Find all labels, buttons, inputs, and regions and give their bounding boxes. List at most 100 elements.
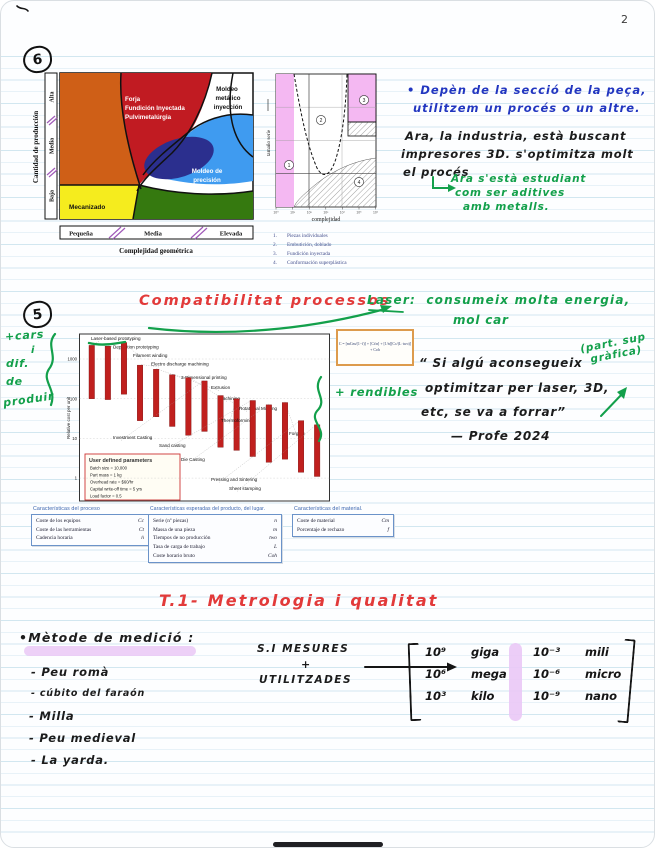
params-lines: Batch size = 10,000 Part mass = 1 kg Ove… bbox=[90, 466, 142, 499]
svg-text:2: 2 bbox=[320, 118, 323, 124]
svg-text:3.: 3. bbox=[273, 251, 277, 257]
zone-hatch-strip bbox=[347, 121, 377, 137]
moldeo-precision-label: Moldeo de precisión bbox=[192, 168, 223, 184]
forja-label: Forja Fundición Inyectada Pulvimetalúrgi… bbox=[125, 96, 185, 121]
axis-break-marks bbox=[46, 115, 58, 178]
svg-text:Overhead rate = $60/hr: Overhead rate = $60/hr bbox=[90, 480, 134, 485]
quote-line1: “ Si algú aconsegueix bbox=[419, 356, 583, 370]
note-laser-line2: mol car bbox=[453, 313, 509, 327]
svg-text:metálico: metálico bbox=[215, 95, 240, 102]
si-row: 10⁶ mega 10⁻⁶ micro bbox=[425, 667, 622, 681]
x-tick-elevada: Elevada bbox=[220, 231, 243, 238]
laser-word: Laser: bbox=[367, 293, 416, 307]
note-green3d-line2: com ser aditives bbox=[455, 187, 566, 199]
x-axis-break-marks bbox=[108, 226, 208, 240]
svg-text:1: 1 bbox=[288, 163, 291, 169]
y-tick-label: 1 bbox=[75, 476, 78, 481]
process-label: Electro discharge machining bbox=[151, 362, 209, 367]
table-producto-title: Características esperadas del producto, … bbox=[150, 506, 266, 512]
note-blue-line1: • Depèn de la secció de la peça, bbox=[407, 83, 647, 97]
x-axis-title: complejidad bbox=[312, 217, 341, 223]
cost-bar bbox=[281, 402, 288, 460]
process-label: Laser-based prototyping bbox=[91, 336, 141, 341]
x-axis-title: Complejidad geométrica bbox=[119, 247, 193, 255]
table-row: Tiempos de no producción two bbox=[153, 535, 277, 542]
y-tick-alta: Alta bbox=[50, 92, 56, 103]
process-label: Sand casting bbox=[159, 443, 186, 448]
cost-bar bbox=[249, 400, 256, 457]
margin-dif: dif. bbox=[6, 357, 30, 370]
mecanizado-label: Mecanizado bbox=[69, 204, 105, 211]
process-label: Rotational Molding bbox=[239, 406, 277, 411]
note-ara-line3: el procés bbox=[403, 165, 470, 179]
y-tick-media: Media bbox=[50, 138, 56, 154]
region-forja bbox=[120, 73, 212, 185]
quote-line3: etc, se va a forrar” bbox=[421, 405, 566, 419]
margin-i: i bbox=[31, 345, 36, 356]
moldeo-metalico-label: Moldeo metálico inyección bbox=[214, 86, 243, 111]
heading-compatibilitat: Compatibilitat processos bbox=[139, 293, 391, 309]
page-number: 2 bbox=[621, 13, 628, 26]
params-box bbox=[84, 453, 181, 501]
note-ara-line2: impresores 3D. s'optimitza molt bbox=[401, 147, 634, 161]
svg-text:4.: 4. bbox=[273, 260, 277, 266]
table-row: Coste de las herramientas Ct bbox=[36, 526, 144, 533]
metode-heading: •Mètode de medició : bbox=[19, 630, 195, 645]
svg-text:2.: 2. bbox=[273, 242, 277, 248]
svg-text:10²: 10² bbox=[307, 211, 313, 215]
svg-text:Part mass = 1 kg: Part mass = 1 kg bbox=[90, 473, 122, 478]
svg-text:inyección: inyección bbox=[214, 104, 243, 111]
svg-text:Fundición Inyectada: Fundición Inyectada bbox=[125, 105, 185, 112]
cost-bar bbox=[265, 404, 272, 463]
svg-text:10⁵: 10⁵ bbox=[356, 211, 362, 215]
up-arrow-shaft bbox=[600, 392, 624, 417]
process-label: Sheet stamping bbox=[229, 486, 261, 491]
cost-formula-box: C = [mCm/(1−f)] + [Ct/n] + [1/ṅ][Cc/(L·t… bbox=[336, 329, 414, 366]
si-line2: + bbox=[301, 658, 312, 671]
table-row: Coste horario bruto Coh bbox=[153, 552, 277, 559]
svg-text:Pulvimetalúrgia: Pulvimetalúrgia bbox=[125, 114, 172, 121]
bracket-left bbox=[407, 642, 422, 722]
svg-text:4: 4 bbox=[358, 180, 361, 186]
label-leader bbox=[166, 399, 253, 449]
cost-bar bbox=[233, 398, 240, 451]
cost-bar bbox=[298, 420, 305, 473]
y-tick-label: 1000 bbox=[67, 357, 77, 362]
svg-text:Piezas individuales: Piezas individuales bbox=[287, 233, 328, 239]
svg-text:Embutición, doblado: Embutición, doblado bbox=[287, 242, 332, 248]
process-label: Thermoforming bbox=[221, 418, 253, 423]
svg-text:precisión: precisión bbox=[193, 177, 221, 184]
cost-bar bbox=[217, 395, 224, 448]
label-leader bbox=[172, 373, 220, 391]
title-metrologia: T.1- Metrologia i qualitat bbox=[159, 591, 439, 610]
svg-text:10⁴: 10⁴ bbox=[340, 211, 346, 215]
quote-line2: optimitzar per laser, 3D, bbox=[425, 381, 610, 395]
table-proceso: Características del proceso Coste de los… bbox=[31, 506, 149, 546]
laser-rest: consumeix molta energia, bbox=[426, 293, 631, 307]
quote-attribution: — Profe 2024 bbox=[451, 429, 551, 443]
label-leader bbox=[218, 419, 302, 483]
svg-text:10⁶: 10⁶ bbox=[373, 211, 379, 215]
table-row: Serie (nº piezas) n bbox=[153, 518, 277, 524]
purple-stripe bbox=[509, 643, 522, 721]
section-marker-5: 5 bbox=[21, 299, 54, 330]
params-title: User defined parameters bbox=[89, 458, 152, 464]
svg-text:Conformación superplástica: Conformación superplástica bbox=[287, 259, 347, 266]
process-label: Pressing and Sintering bbox=[211, 477, 258, 482]
y-tick-label: 10 bbox=[72, 436, 77, 441]
note-partsup: (part. sup gràfica) bbox=[579, 331, 649, 367]
cost-bar bbox=[314, 424, 321, 477]
laser-underline bbox=[368, 309, 404, 313]
grid bbox=[276, 74, 376, 207]
zone-markers: 1 2 3 4 bbox=[284, 95, 369, 187]
process-label: Filament winding bbox=[133, 353, 168, 358]
home-indicator bbox=[273, 842, 383, 847]
svg-text:Fundición inyectada: Fundición inyectada bbox=[287, 251, 331, 257]
table-material-title: Características del material. bbox=[294, 506, 363, 512]
y-axis-title: Cantidad de producción bbox=[32, 111, 40, 183]
region-orange bbox=[60, 73, 139, 185]
label-leader bbox=[220, 394, 248, 412]
process-label: Extrusion bbox=[211, 385, 231, 390]
label-leader bbox=[236, 423, 318, 492]
note-ara-line1: Ara, la industria, està buscant bbox=[405, 129, 627, 143]
